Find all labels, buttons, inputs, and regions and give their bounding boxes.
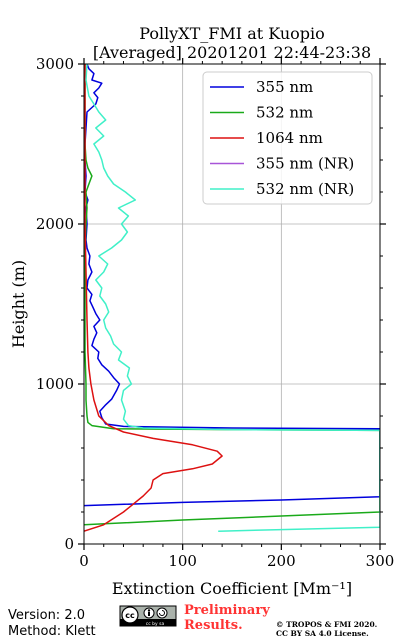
series-line-2 <box>84 64 223 532</box>
legend-label: 355 nm (NR) <box>256 155 354 173</box>
series-line-0 <box>84 64 380 507</box>
svg-text:cc: cc <box>125 611 135 620</box>
series-line-4 <box>85 64 380 532</box>
y-tick-label: 2000 <box>36 215 74 233</box>
legend-label: 1064 nm <box>256 129 323 147</box>
results-text: Results. <box>184 618 243 633</box>
plot-frame <box>83 63 381 545</box>
x-axis-label: Extinction Coefficient [Mm⁻¹] <box>112 579 352 598</box>
y-tick-label: 0 <box>64 535 74 553</box>
x-tick-label: 200 <box>267 552 296 570</box>
method-text: Method: Klett <box>8 624 96 639</box>
x-tick-label: 300 <box>366 552 395 570</box>
legend-label: 355 nm <box>256 78 313 96</box>
legend: 355 nm 532 nm 1064 nm 355 nm (NR) 532 nm (NR… <box>202 71 373 205</box>
cc-license-logo: cc cc by sa <box>119 605 177 627</box>
y-tick-label: 1000 <box>36 375 74 393</box>
chart-title: PollyXT_FMI at Kuopio <box>139 24 325 43</box>
legend-label: 532 nm <box>256 104 313 122</box>
series-lines <box>84 64 380 532</box>
svg-text:cc by sa: cc by sa <box>146 621 165 627</box>
x-tick-label: 0 <box>79 552 89 570</box>
preliminary-text: Preliminary <box>184 603 270 618</box>
x-tick-label: 100 <box>168 552 197 570</box>
copyright-line-1: © TROPOS & FMI 2020. <box>276 620 377 629</box>
sa-icon <box>156 607 168 619</box>
y-tick-label: 3000 <box>36 55 74 73</box>
legend-label: 532 nm (NR) <box>256 180 354 198</box>
legend-box <box>202 71 373 205</box>
copyright-line-2: CC BY SA 4.0 License. <box>276 629 369 638</box>
cc-icon <box>121 606 139 624</box>
series-line-1 <box>84 64 380 526</box>
version-text: Version: 2.0 <box>8 608 85 623</box>
y-axis-label: Height (m) <box>9 260 28 348</box>
chart-subtitle: [Averaged] 20201201 22:44-23:38 <box>93 43 371 62</box>
